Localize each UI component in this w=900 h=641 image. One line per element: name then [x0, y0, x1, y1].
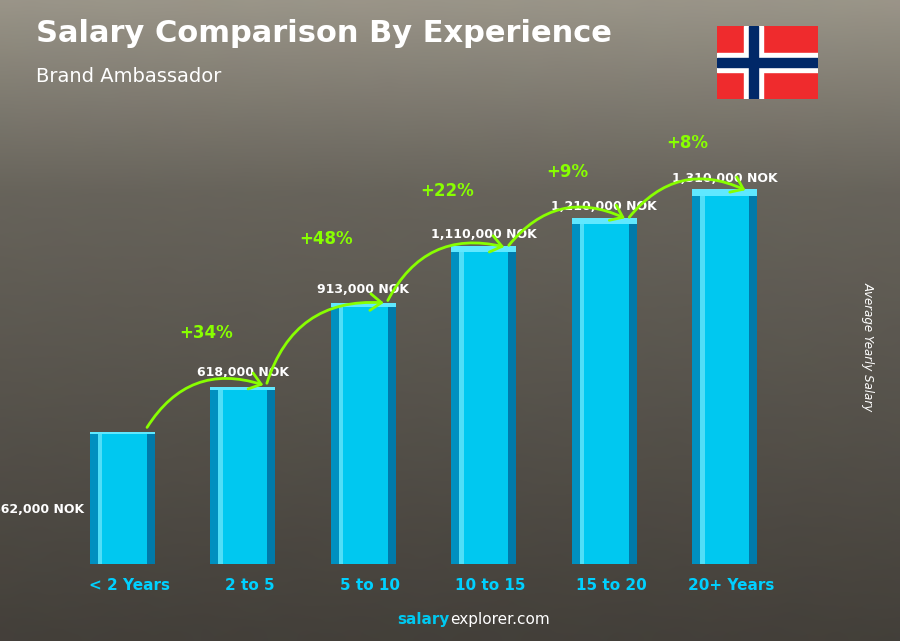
FancyArrowPatch shape: [629, 177, 743, 217]
Bar: [716, 53, 818, 72]
Text: 1,210,000 NOK: 1,210,000 NOK: [552, 200, 657, 213]
Bar: [692, 189, 758, 196]
Bar: [451, 252, 459, 564]
Bar: [211, 390, 219, 564]
Bar: [331, 307, 339, 564]
Bar: [267, 390, 275, 564]
Bar: [580, 224, 584, 564]
Bar: [572, 224, 580, 564]
Text: 913,000 NOK: 913,000 NOK: [318, 283, 410, 296]
Bar: [700, 196, 705, 564]
Text: +22%: +22%: [420, 183, 473, 201]
Text: Average Yearly Salary: Average Yearly Salary: [862, 281, 875, 411]
Bar: [692, 196, 700, 564]
Bar: [749, 26, 758, 99]
Bar: [629, 224, 637, 564]
Bar: [716, 58, 818, 67]
FancyArrowPatch shape: [508, 205, 623, 246]
Bar: [211, 387, 275, 390]
Bar: [339, 307, 388, 564]
Bar: [331, 303, 396, 307]
Bar: [147, 434, 155, 564]
Bar: [339, 307, 343, 564]
Bar: [508, 252, 517, 564]
Bar: [98, 434, 103, 564]
Bar: [459, 252, 508, 564]
Text: +34%: +34%: [179, 324, 233, 342]
Bar: [744, 26, 762, 99]
Bar: [580, 224, 629, 564]
Text: Brand Ambassador: Brand Ambassador: [36, 67, 221, 87]
Bar: [572, 218, 637, 224]
Bar: [451, 246, 517, 252]
Text: 1,310,000 NOK: 1,310,000 NOK: [672, 172, 778, 185]
Bar: [219, 390, 223, 564]
Text: 462,000 NOK: 462,000 NOK: [0, 503, 84, 516]
FancyArrowPatch shape: [267, 294, 382, 383]
Bar: [388, 307, 396, 564]
Text: 618,000 NOK: 618,000 NOK: [197, 367, 289, 379]
Bar: [90, 434, 98, 564]
FancyArrowPatch shape: [147, 373, 261, 428]
Bar: [459, 252, 464, 564]
Bar: [700, 196, 749, 564]
Text: +9%: +9%: [546, 163, 589, 181]
Bar: [219, 390, 267, 564]
Text: salary: salary: [398, 612, 450, 627]
Text: +48%: +48%: [300, 229, 353, 247]
Bar: [98, 434, 147, 564]
Bar: [90, 432, 155, 434]
Text: +8%: +8%: [667, 135, 708, 153]
Text: explorer.com: explorer.com: [450, 612, 550, 627]
Bar: [749, 196, 758, 564]
Text: 1,110,000 NOK: 1,110,000 NOK: [431, 228, 536, 241]
FancyArrowPatch shape: [388, 236, 502, 301]
Text: Salary Comparison By Experience: Salary Comparison By Experience: [36, 19, 612, 48]
